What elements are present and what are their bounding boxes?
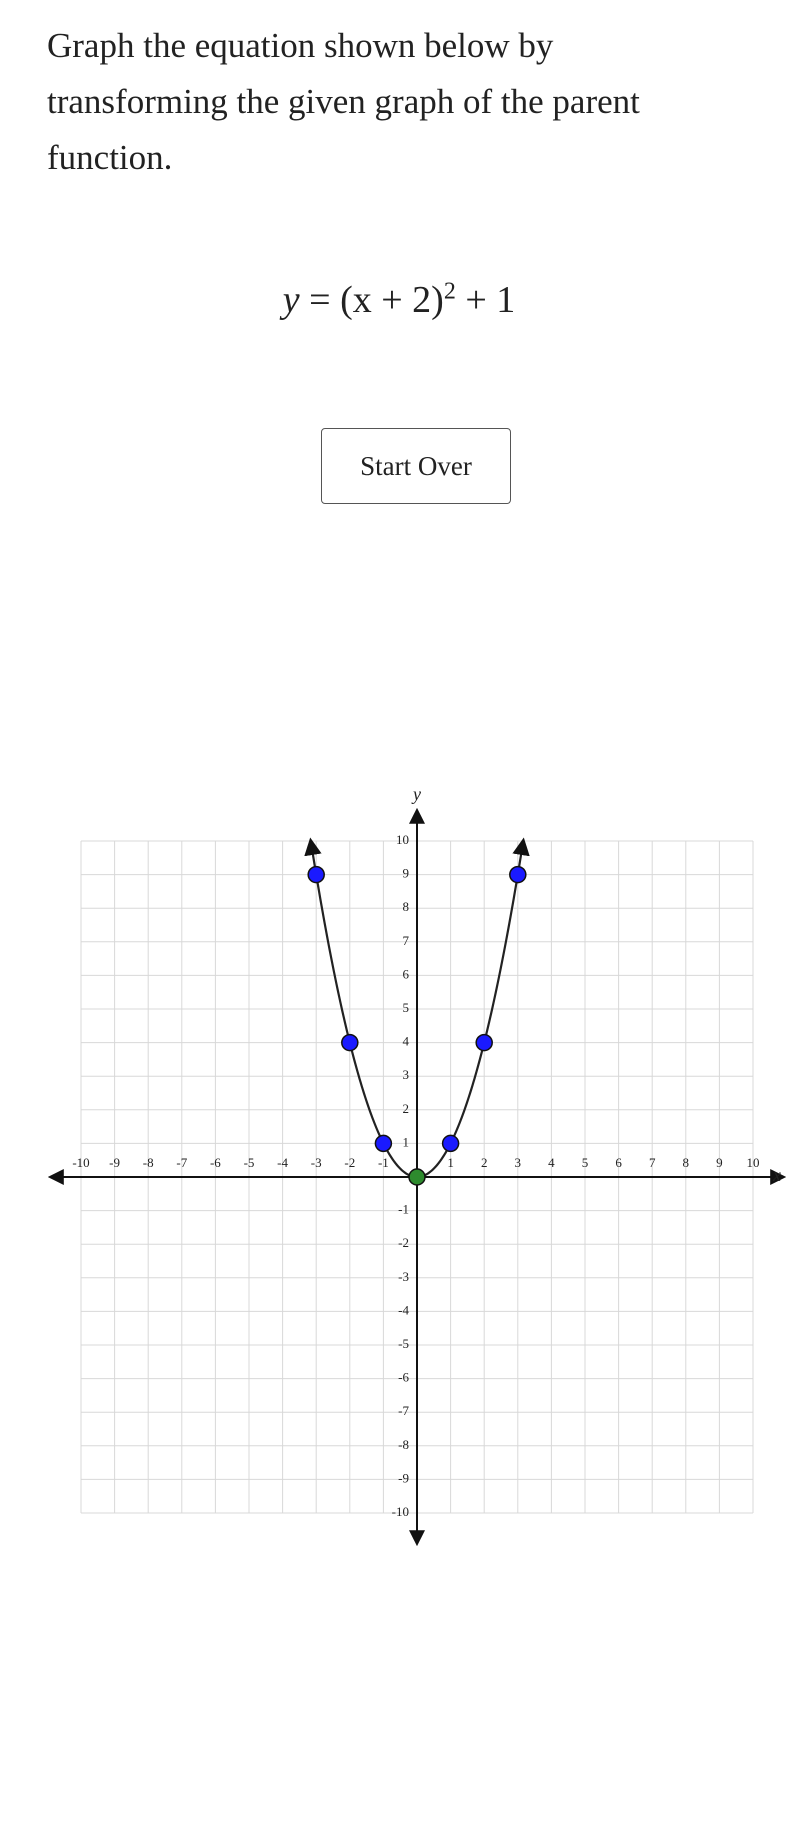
x-tick-label: 2: [481, 1155, 488, 1170]
y-tick-label: -6: [398, 1370, 409, 1385]
x-tick-label: 8: [683, 1155, 690, 1170]
point[interactable]: [509, 865, 527, 884]
y-tick-label: -3: [398, 1269, 409, 1284]
x-tick-label: 7: [649, 1155, 656, 1170]
x-tick-label: -7: [176, 1155, 187, 1170]
graph[interactable]: -10 -9 -8 -7 -6 -5 -4 -3 -2 -1 1 2 3 4 5 6 7 8 9 10 -10 -9 -8 -…: [0, 520, 798, 1827]
y-tick-label: 2: [403, 1101, 410, 1116]
y-axis-label: y: [411, 784, 421, 804]
y-tick-label: 10: [396, 832, 409, 847]
point[interactable]: [307, 865, 325, 884]
equation: y = (x + 2)2 + 1: [0, 278, 798, 322]
page: Graph the equation shown below by transf…: [0, 26, 798, 1547]
y-tick-label: 6: [403, 966, 410, 981]
eq-exponent: 2: [443, 278, 456, 305]
y-tick-label: 5: [403, 1000, 410, 1015]
y-tick-label: 3: [403, 1067, 410, 1082]
point[interactable]: [441, 1134, 460, 1153]
x-tick-label: -5: [244, 1155, 255, 1170]
x-tick-label: -8: [143, 1155, 154, 1170]
eq-lhs: y: [282, 279, 300, 321]
y-tick-label: 8: [403, 899, 410, 914]
x-tick-label: -1: [378, 1155, 389, 1170]
x-tick-label: -9: [109, 1155, 120, 1170]
x-axis-label: x: [772, 1165, 781, 1185]
point[interactable]: [408, 1168, 426, 1186]
eq-rest: + 1: [465, 279, 516, 321]
x-tick-label: -2: [344, 1155, 355, 1170]
point[interactable]: [341, 1033, 359, 1052]
x-tick-label: 6: [615, 1155, 622, 1170]
y-tick-label: 7: [403, 933, 410, 948]
x-tick-label: -6: [210, 1155, 221, 1170]
y-tick-label: -10: [392, 1504, 409, 1519]
question: Graph the equation shown below by transf…: [47, 26, 640, 177]
x-tick-label: 3: [515, 1155, 522, 1170]
x-tick-label: -4: [277, 1155, 288, 1170]
y-tick-label: -8: [398, 1437, 409, 1452]
x-tick-label: 1: [447, 1155, 454, 1170]
start-over-button[interactable]: Start Over: [321, 428, 511, 504]
x-tick-label: 9: [716, 1155, 723, 1170]
point[interactable]: [374, 1134, 393, 1153]
x-tick-label: 4: [548, 1155, 555, 1170]
eq-base: (x + 2): [340, 279, 444, 321]
x-tick-label: 5: [582, 1155, 589, 1170]
eq-sign: =: [309, 279, 331, 321]
point[interactable]: [475, 1033, 493, 1052]
y-tick-label: 9: [403, 866, 410, 881]
y-tick-label: 4: [403, 1034, 410, 1049]
y-tick-label: -9: [398, 1470, 409, 1485]
y-tick-label: -2: [398, 1235, 409, 1250]
x-tick-label: 10: [747, 1155, 760, 1170]
y-tick-label: -5: [398, 1336, 409, 1351]
y-tick-label: 1: [403, 1134, 410, 1149]
x-tick-label: -3: [311, 1155, 322, 1170]
y-tick-label: -7: [398, 1403, 409, 1418]
y-tick-label: -4: [398, 1302, 409, 1317]
y-tick-label: -1: [398, 1202, 409, 1217]
x-tick-label: -10: [72, 1155, 89, 1170]
